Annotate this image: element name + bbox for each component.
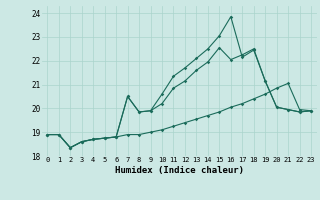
X-axis label: Humidex (Indice chaleur): Humidex (Indice chaleur) xyxy=(115,166,244,175)
